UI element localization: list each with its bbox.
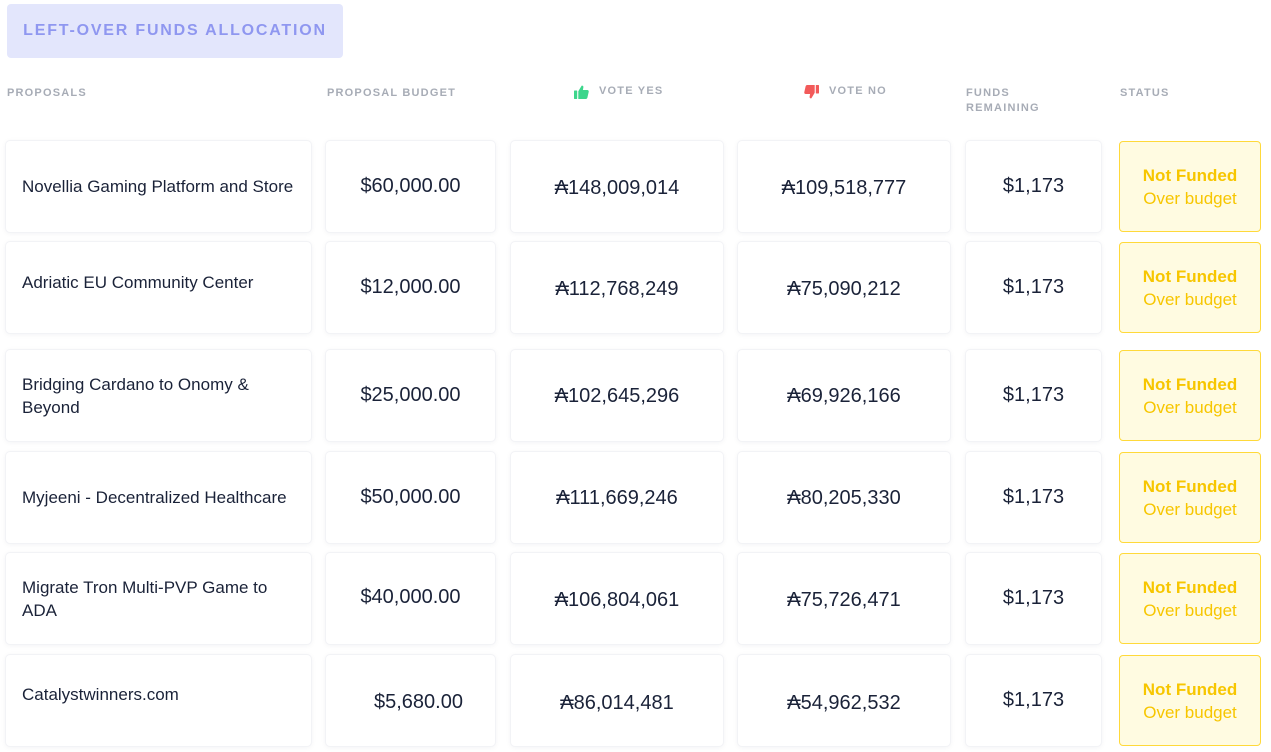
status-title: Not Funded xyxy=(1142,476,1238,496)
vote-yes-value: ₳86,014,481 xyxy=(511,655,723,746)
column-header-status: STATUS xyxy=(1120,87,1170,99)
column-header-funds-remaining: FUNDS REMAINING xyxy=(966,86,1040,116)
status-reason: Over budget xyxy=(1143,289,1237,309)
column-header-vote-no: VOTE NO xyxy=(804,84,887,99)
vote-no-value: ₳75,090,212 xyxy=(738,242,950,333)
no-amount: ₳69,926,166 xyxy=(787,385,901,407)
no-amount: ₳109,518,777 xyxy=(781,177,907,199)
tab-label: LEFT-OVER FUNDS ALLOCATION xyxy=(23,22,327,39)
no-amount: ₳75,726,471 xyxy=(787,589,901,611)
vote-no-value: ₳69,926,166 xyxy=(738,350,950,441)
budget-value: $40,000.00 xyxy=(360,586,461,608)
budget-value: $50,000.00 xyxy=(360,486,461,508)
status-title: Not Funded xyxy=(1142,374,1238,394)
yes-amount: ₳86,014,481 xyxy=(560,692,674,714)
status-badge: Not Funded Over budget xyxy=(1119,350,1261,441)
status-title: Not Funded xyxy=(1142,679,1238,699)
status-badge: Not Funded Over budget xyxy=(1119,141,1261,232)
status-reason: Over budget xyxy=(1143,600,1237,620)
budget-value: $12,000.00 xyxy=(360,276,461,298)
vote-no-value: ₳80,205,330 xyxy=(738,452,950,543)
thumbs-up-icon xyxy=(574,85,589,99)
status-title: Not Funded xyxy=(1142,577,1238,597)
proposal-name[interactable]: Myjeeni - Decentralized Healthcare xyxy=(6,452,311,543)
yes-amount: ₳111,669,246 xyxy=(556,487,678,509)
yes-amount: ₳148,009,014 xyxy=(554,177,680,199)
funds-header-line2: REMAINING xyxy=(966,102,1040,114)
vote-no-label: VOTE NO xyxy=(829,85,887,97)
vote-yes-value: ₳112,768,249 xyxy=(511,242,723,333)
thumbs-down-icon xyxy=(804,84,819,99)
vote-yes-value: ₳148,009,014 xyxy=(511,141,723,232)
funds-remaining-value: $1,173 xyxy=(966,553,1101,644)
yes-amount: ₳112,768,249 xyxy=(555,278,679,300)
proposal-budget: $12,000.00 xyxy=(326,242,495,333)
status-badge: Not Funded Over budget xyxy=(1119,553,1261,644)
column-header-proposal-budget: PROPOSAL BUDGET xyxy=(327,87,457,99)
vote-no-value: ₳75,726,471 xyxy=(738,553,950,644)
funds-remaining-value: $1,173 xyxy=(966,452,1101,543)
proposal-name[interactable]: Novellia Gaming Platform and Store xyxy=(6,141,311,232)
status-badge: Not Funded Over budget xyxy=(1119,242,1261,333)
funds-amount: $1,173 xyxy=(1002,384,1065,406)
funds-amount: $1,173 xyxy=(1002,175,1065,197)
vote-yes-value: ₳111,669,246 xyxy=(511,452,723,543)
funds-remaining-value: $1,173 xyxy=(966,242,1101,333)
status-reason: Over budget xyxy=(1143,499,1237,519)
yes-amount: ₳106,804,061 xyxy=(554,589,680,611)
column-header-vote-yes: VOTE YES xyxy=(574,84,663,99)
funds-amount: $1,173 xyxy=(1002,486,1065,508)
proposal-budget: $50,000.00 xyxy=(326,452,495,543)
budget-value: $25,000.00 xyxy=(360,384,461,406)
proposal-name[interactable]: Adriatic EU Community Center xyxy=(6,242,311,333)
no-amount: ₳80,205,330 xyxy=(787,487,901,509)
vote-no-value: ₳109,518,777 xyxy=(738,141,950,232)
proposal-budget: $60,000.00 xyxy=(326,141,495,232)
yes-amount: ₳102,645,296 xyxy=(554,385,680,407)
status-reason: Over budget xyxy=(1143,397,1237,417)
status-reason: Over budget xyxy=(1143,702,1237,722)
proposal-name[interactable]: Bridging Cardano to Onomy & Beyond xyxy=(6,350,311,441)
proposal-budget: $40,000.00 xyxy=(326,553,495,644)
no-amount: ₳75,090,212 xyxy=(787,278,901,300)
vote-no-value: ₳54,962,532 xyxy=(738,655,950,746)
status-reason: Over budget xyxy=(1143,188,1237,208)
table-header: PROPOSALS PROPOSAL BUDGET VOTE YES VOTE … xyxy=(0,0,1271,130)
status-badge: Not Funded Over budget xyxy=(1119,452,1261,543)
funds-amount: $1,173 xyxy=(1002,276,1065,298)
no-amount: ₳54,962,532 xyxy=(787,692,901,714)
budget-value: $60,000.00 xyxy=(360,175,461,197)
tab-leftover-funds-allocation[interactable]: LEFT-OVER FUNDS ALLOCATION xyxy=(7,4,343,58)
status-badge: Not Funded Over budget xyxy=(1119,655,1261,746)
status-title: Not Funded xyxy=(1142,266,1238,286)
funds-amount: $1,173 xyxy=(1002,689,1065,711)
proposal-name[interactable]: Migrate Tron Multi-PVP Game to ADA xyxy=(6,553,311,644)
vote-yes-value: ₳102,645,296 xyxy=(511,350,723,441)
proposal-budget: $25,000.00 xyxy=(326,350,495,441)
vote-yes-value: ₳106,804,061 xyxy=(511,553,723,644)
column-header-proposals: PROPOSALS xyxy=(7,87,87,99)
proposal-budget: $5,680.00 xyxy=(326,655,495,746)
status-title: Not Funded xyxy=(1142,165,1238,185)
proposal-name[interactable]: Catalystwinners.com xyxy=(6,655,311,746)
budget-value: $5,680.00 xyxy=(374,691,463,713)
funds-header-line1: FUNDS xyxy=(966,87,1010,99)
funds-remaining-value: $1,173 xyxy=(966,350,1101,441)
funds-remaining-value: $1,173 xyxy=(966,655,1101,746)
vote-yes-label: VOTE YES xyxy=(599,85,664,97)
funds-amount: $1,173 xyxy=(1002,587,1065,609)
funds-remaining-value: $1,173 xyxy=(966,141,1101,232)
